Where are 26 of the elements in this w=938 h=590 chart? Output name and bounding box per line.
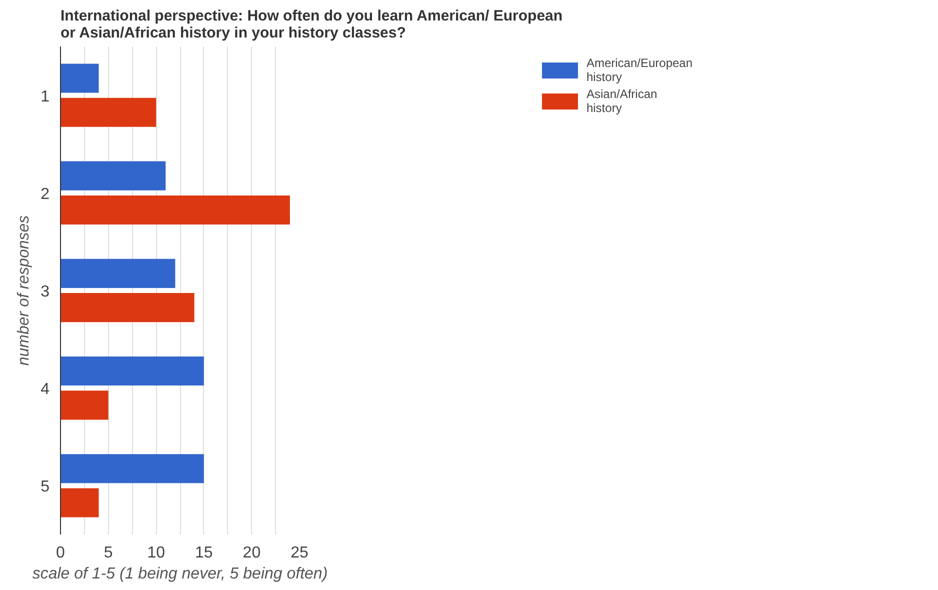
x-tick-label: 20 — [242, 544, 261, 562]
x-tick-label: 0 — [56, 544, 66, 562]
bar — [60, 488, 99, 518]
bar — [60, 195, 290, 224]
bar — [60, 293, 194, 322]
y-tick-label: 4 — [40, 381, 50, 398]
x-tick-label: 10 — [147, 544, 166, 562]
bar — [60, 454, 204, 484]
bar — [60, 356, 204, 386]
x-tick-label: 15 — [195, 544, 213, 562]
y-tick-label: 1 — [40, 88, 50, 106]
bar — [60, 161, 166, 190]
y-tick-label: 5 — [40, 478, 50, 496]
x-tick-label: 5 — [104, 544, 113, 562]
bar — [60, 258, 176, 288]
bar — [60, 390, 108, 420]
legend-label: Asian/African history — [586, 87, 658, 115]
x-axis-title: scale of 1-5 (1 being never, 5 being often) — [32, 566, 328, 582]
y-axis-title: number of responses — [16, 215, 33, 366]
y-tick-label: 3 — [40, 284, 50, 300]
y-tick-label: 2 — [40, 186, 50, 203]
legend-label: American/European history — [586, 56, 693, 84]
x-tick-label: 25 — [290, 544, 308, 562]
bar — [60, 98, 156, 127]
bar — [60, 64, 99, 93]
chart-title: International perspective: How often do you learn American/ European or Asian/African history in your history classes? — [60, 8, 563, 42]
